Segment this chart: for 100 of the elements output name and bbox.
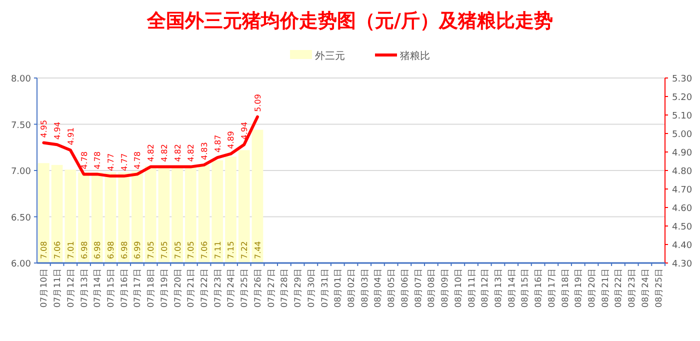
y2-tick-label: 4.90: [672, 148, 692, 158]
x-tick-label: 07月30日: [306, 268, 317, 308]
x-tick-label: 07月13日: [80, 268, 90, 308]
x-tick-label: 08月23日: [628, 268, 638, 308]
x-tick-label: 07月26日: [253, 268, 264, 308]
data-label: 4.78: [133, 151, 142, 170]
y2-tick-label: 4.60: [672, 204, 692, 214]
y2-tick-label: 4.30: [672, 260, 692, 270]
x-tick-label: 08月14日: [507, 268, 518, 308]
x-tick-label: 07月24日: [226, 268, 237, 308]
data-label: 4.87: [213, 134, 222, 153]
legend-label: 猪粮比: [400, 50, 430, 62]
x-tick-label: 08月07日: [414, 268, 424, 308]
y2-tick-label: 4.80: [672, 167, 692, 177]
y2-tick-label: 5.10: [672, 112, 692, 122]
x-tick-label: 07月25日: [240, 268, 250, 308]
data-label: 4.94: [53, 122, 62, 140]
x-tick-label: 07月14日: [93, 268, 104, 308]
y2-tick-label: 5.30: [672, 74, 692, 84]
x-tick-label: 07月21日: [186, 268, 197, 308]
x-tick-label: 08月21日: [600, 268, 611, 308]
y-tick-label: 7.50: [10, 120, 32, 131]
x-tick-label: 07月15日: [106, 268, 116, 308]
y-tick-label: 6.00: [10, 260, 32, 270]
x-tick-label: 08月06日: [400, 268, 410, 308]
x-tick-label: 07月19日: [160, 268, 170, 308]
data-label: 7.15: [226, 241, 236, 259]
x-tick-label: 07月27日: [266, 268, 277, 308]
data-label: 7.22: [240, 241, 250, 259]
x-tick-label: 08月02日: [347, 268, 357, 308]
data-label: 4.94: [240, 122, 250, 140]
data-label: 7.01: [66, 241, 76, 259]
x-tick-label: 07月28日: [280, 268, 290, 308]
data-label: 7.05: [146, 241, 156, 259]
data-label: 4.82: [173, 144, 182, 162]
x-tick-label: 08月01日: [334, 268, 344, 308]
y2-tick-label: 5.00: [672, 130, 692, 140]
data-label: 7.06: [53, 241, 62, 259]
data-label: 6.98: [120, 241, 129, 259]
data-label: 7.05: [160, 241, 169, 259]
x-tick-label: 07月16日: [120, 268, 130, 308]
x-tick-label: 07月10日: [40, 268, 50, 308]
line-series: [42, 115, 259, 178]
x-tick-label: 07月29日: [294, 268, 304, 308]
y2-tick-label: 4.50: [672, 222, 692, 232]
data-label: 4.82: [186, 144, 196, 162]
x-tick-label: 08月09日: [440, 268, 451, 308]
x-tick-label: 08月25日: [654, 268, 664, 308]
data-label: 4.83: [200, 142, 210, 160]
legend-label: 外三元: [315, 51, 345, 62]
chart-title: 全国外三元猪均价走势图（元/斤）及猪粮比走势: [146, 10, 553, 32]
x-tick-label: 07月11日: [53, 268, 64, 308]
data-label: 6.98: [93, 241, 102, 259]
x-tick-label: 08月11日: [467, 268, 478, 308]
data-label: 4.89: [226, 131, 236, 149]
data-label: 4.82: [146, 144, 156, 162]
x-tick-label: 08月18日: [560, 268, 571, 308]
x-tick-label: 08月10日: [454, 268, 464, 308]
y-tick-label: 6.50: [10, 213, 32, 224]
x-tick-label: 07月20日: [173, 268, 184, 308]
y-tick-label: 7.00: [10, 167, 32, 177]
y2-tick-label: 5.20: [672, 93, 692, 103]
data-label: 7.05: [173, 241, 182, 259]
x-tick-label: 07月17日: [133, 268, 144, 308]
x-tick-label: 08月19日: [574, 268, 584, 308]
x-tick-label: 08月08日: [427, 268, 438, 308]
y-tick-label: 8.00: [10, 74, 32, 84]
data-label: 7.11: [213, 241, 222, 259]
x-tick-label: 07月22日: [200, 268, 210, 308]
x-tick-label: 08月20日: [588, 268, 598, 308]
data-label: 4.77: [106, 153, 116, 172]
data-label: 4.91: [66, 127, 76, 146]
y2-tick-label: 4.40: [672, 241, 692, 251]
data-label: 4.82: [160, 144, 169, 162]
x-tick-label: 08月04日: [374, 268, 384, 308]
x-tick-label: 08月05日: [387, 268, 398, 308]
data-label: 4.95: [40, 120, 49, 138]
x-tick-label: 07月23日: [213, 268, 224, 308]
x-tick-label: 08月03日: [360, 268, 370, 308]
x-tick-label: 08月22日: [614, 268, 624, 308]
data-label: 6.99: [133, 241, 142, 259]
data-label: 7.44: [253, 241, 262, 259]
data-label: 5.09: [253, 94, 262, 112]
data-label: 4.77: [120, 153, 129, 172]
x-tick-label: 08月24日: [640, 268, 651, 308]
x-tick-label: 07月31日: [320, 268, 330, 308]
x-tick-label: 07月12日: [66, 268, 76, 308]
x-tick-label: 07月18日: [146, 268, 157, 308]
data-label: 6.98: [106, 241, 116, 259]
x-tick-label: 08月17日: [547, 268, 558, 308]
data-label: 7.06: [200, 241, 210, 259]
data-label: 7.05: [186, 241, 196, 259]
x-tick-label: 08月12日: [480, 268, 491, 308]
y2-tick-label: 4.70: [672, 186, 692, 196]
data-label: 7.08: [40, 241, 49, 259]
data-label: 6.98: [80, 241, 89, 259]
data-label: 4.78: [80, 151, 89, 170]
x-tick-label: 08月13日: [494, 268, 504, 308]
data-label: 4.78: [93, 151, 102, 170]
x-tick-label: 08月16日: [534, 268, 544, 308]
